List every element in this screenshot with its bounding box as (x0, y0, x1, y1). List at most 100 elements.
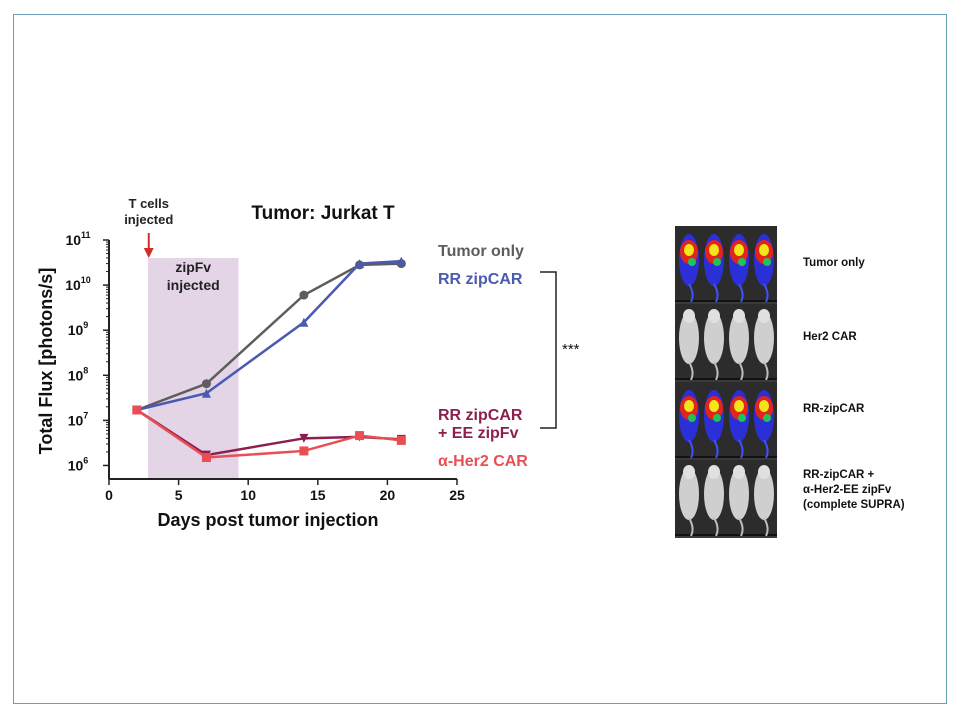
mouse-head (733, 465, 745, 479)
data-point (299, 290, 309, 300)
mouse-body (729, 468, 749, 520)
mouse-tail (713, 517, 719, 537)
x-tick-label: 20 (380, 487, 396, 503)
mouse-head (758, 309, 770, 323)
tcells-arrow-head (143, 248, 154, 258)
mouse-tail (688, 283, 694, 303)
mouse-body (729, 312, 749, 364)
mouse-tail (763, 439, 769, 459)
x-tick-label: 15 (310, 487, 326, 503)
series-layer (132, 256, 406, 463)
mouse-head (708, 309, 720, 323)
data-point (396, 256, 406, 266)
y-tick-label: 109 (68, 320, 89, 338)
y-tick-label: 1010 (65, 275, 91, 293)
mouse-image-row (675, 304, 777, 381)
tumor-signal-core (709, 400, 719, 412)
mouse-body (679, 312, 699, 364)
tcells-arrow (143, 233, 154, 258)
figure-frame (13, 14, 947, 704)
image-row-label: RR-zipCAR (803, 403, 865, 415)
mouse-tail (738, 361, 744, 381)
y-axis-label: Total Flux [photons/s] (36, 268, 56, 455)
tumor-signal-core (734, 400, 744, 412)
tumor-signal-core (684, 400, 694, 412)
image-row-label: RR-zipCAR + α-Her2-EE zipFv (complete SU… (803, 469, 905, 511)
mouse-tail (713, 439, 719, 459)
mouse-tail (713, 361, 719, 381)
mouse-head (708, 465, 720, 479)
legend-entry: RR zipCAR (438, 271, 523, 288)
mouse-row-image (679, 465, 774, 537)
tumor-signal-core (709, 244, 719, 256)
mouse-row-image (679, 309, 774, 381)
tumor-signal-spot (738, 258, 746, 266)
significance-bracket (540, 271, 557, 429)
y-tick-label: 107 (68, 410, 89, 428)
tumor-signal-spot (713, 414, 721, 422)
data-point (299, 446, 309, 456)
x-tick-label: 5 (175, 487, 183, 503)
data-point (396, 435, 406, 445)
mouse-image-row (675, 226, 777, 303)
data-point (201, 379, 211, 389)
tumor-signal-spot (688, 258, 696, 266)
mouse-tail (688, 361, 694, 381)
legend-entry: RR zipCAR + EE zipFv (438, 407, 523, 442)
tumor-signal-spot (713, 258, 721, 266)
x-ticks: 0 5 10 15 20 25 (105, 479, 465, 503)
mouse-body (679, 468, 699, 520)
y-tick-label: 108 (68, 365, 89, 383)
data-point (355, 259, 365, 269)
bioluminescence-image-panel (675, 226, 777, 538)
data-point (201, 453, 211, 463)
mouse-tail (738, 517, 744, 537)
mouse-head (733, 309, 745, 323)
mouse-head (683, 309, 695, 323)
mouse-row-image (679, 390, 774, 459)
mouse-body (704, 468, 724, 520)
chart-title: Tumor: Jurkat T (251, 203, 395, 224)
series-3 (132, 405, 406, 463)
tumor-signal-core (684, 244, 694, 256)
x-tick-label: 25 (449, 487, 465, 503)
image-row-label: Her2 CAR (803, 331, 857, 343)
mouse-row-image (679, 234, 774, 303)
mouse-body (704, 312, 724, 364)
mouse-image-row (675, 460, 777, 537)
x-tick-label: 0 (105, 487, 113, 503)
x-tick-label: 10 (240, 487, 256, 503)
mouse-image-row (675, 382, 777, 459)
y-ticks: 1011 1010 109 108 107 106 (65, 230, 109, 473)
mouse-tail (688, 439, 694, 459)
legend: Tumor only RR zipCAR RR zipCAR + EE zipFv α-… (438, 243, 528, 470)
tcells-annotation: T cells injected (124, 196, 173, 227)
data-point (132, 405, 142, 415)
zipfv-annotation: zipFv injected (167, 259, 220, 293)
x-axis-label: Days post tumor injection (157, 510, 378, 530)
mouse-body (754, 312, 774, 364)
data-point (201, 388, 211, 398)
mouse-tail (763, 361, 769, 381)
y-tick-label: 106 (68, 455, 89, 473)
tumor-signal-spot (688, 414, 696, 422)
tumor-signal-spot (738, 414, 746, 422)
tumor-signal-core (734, 244, 744, 256)
data-point (299, 433, 309, 443)
significance-label: *** (562, 341, 580, 358)
mouse-tail (738, 439, 744, 459)
tumor-signal-core (759, 400, 769, 412)
legend-entry: Tumor only (438, 243, 524, 260)
legend-entry: α-Her2 CAR (438, 453, 528, 470)
mouse-tail (688, 517, 694, 537)
tumor-signal-core (759, 244, 769, 256)
tumor-signal-spot (763, 414, 771, 422)
image-row-label: Tumor only (803, 257, 865, 269)
data-point (355, 431, 365, 441)
mouse-tail (738, 283, 744, 303)
mouse-tail (763, 283, 769, 303)
mouse-head (758, 465, 770, 479)
mouse-head (683, 465, 695, 479)
y-tick-label: 1011 (65, 230, 90, 248)
